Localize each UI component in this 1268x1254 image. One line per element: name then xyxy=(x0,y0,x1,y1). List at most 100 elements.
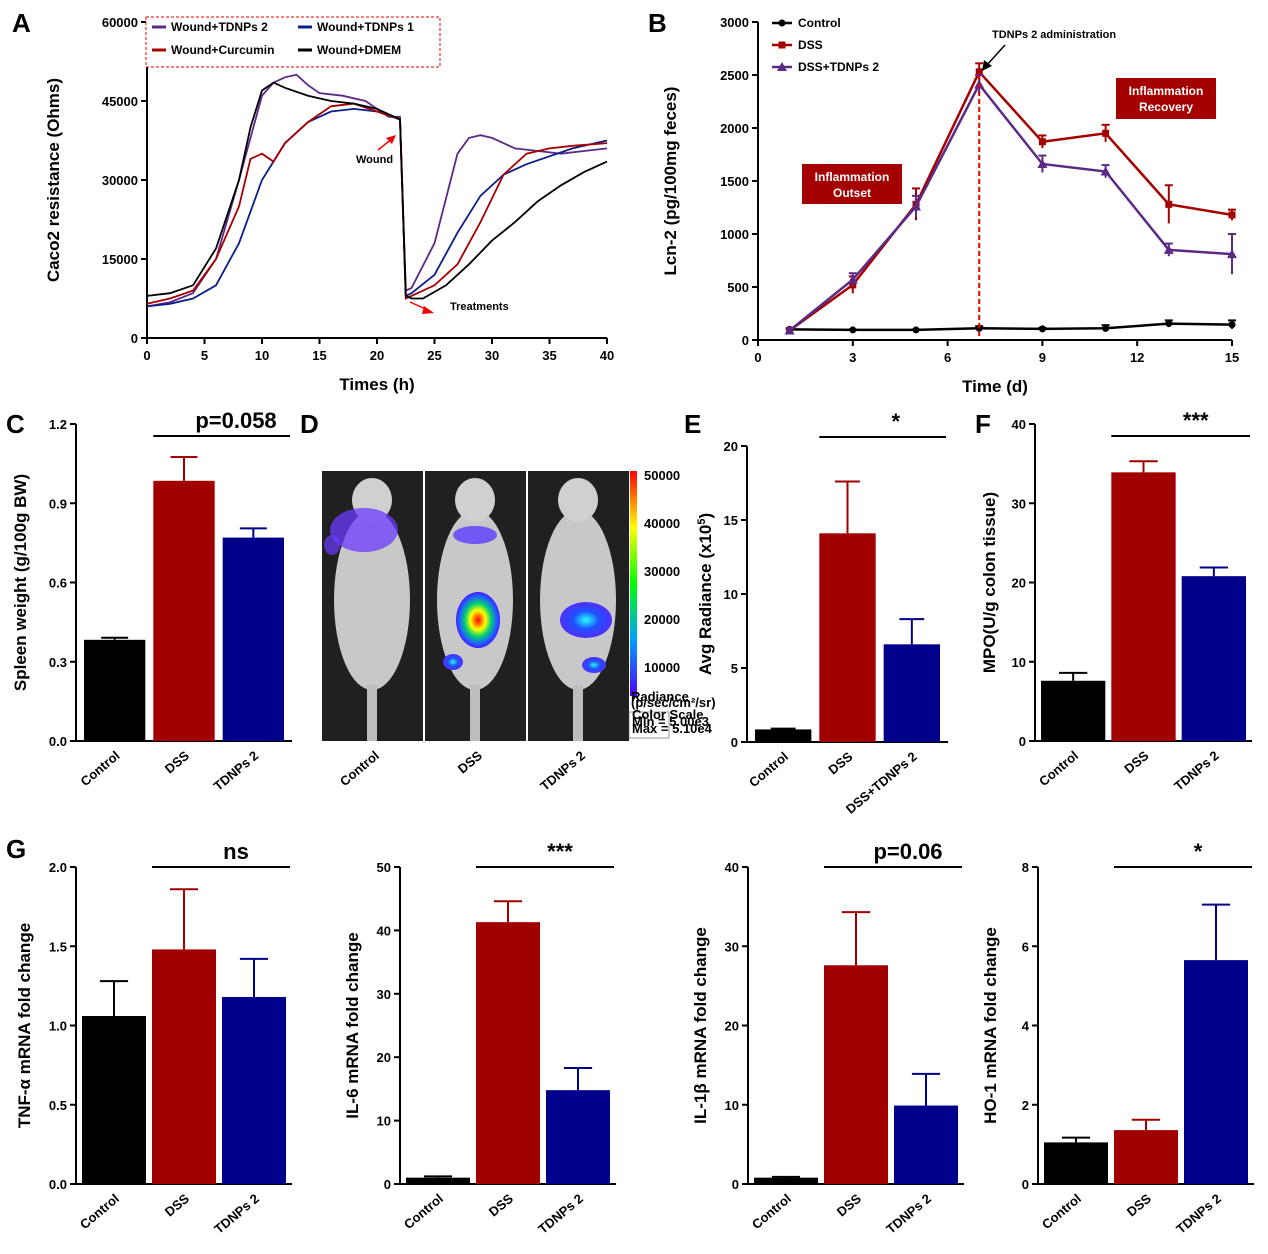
panel-F: 0 10 20 30 40 Control DSS TDNPs 2 *** MPO(U/g col… xyxy=(975,408,1252,794)
y-tick-label: 6 xyxy=(1022,939,1029,954)
colorbar-tick-label: 50000 xyxy=(644,468,680,483)
bar-control xyxy=(754,1177,818,1184)
significance-label: *** xyxy=(1183,408,1209,433)
colorbar-title: Radiance xyxy=(631,689,689,704)
y-tick-label: 50 xyxy=(377,860,391,875)
legend-entry: Wound+Curcumin xyxy=(171,43,274,57)
y-tick-label: 15 xyxy=(724,513,738,528)
panel-G3: 0 10 20 30 40 Control DSS TDNPs 2 p=0.06 IL-1β mR… xyxy=(691,839,964,1237)
category-label: Control xyxy=(749,1191,794,1232)
x-tick-label: 9 xyxy=(1039,350,1046,365)
y-tick-label: 1.5 xyxy=(49,939,67,954)
bar-dss xyxy=(819,533,876,742)
bar-tdnps-2 xyxy=(546,1090,610,1184)
y-axis-title: Lcn-2 (pg/100mg feces) xyxy=(661,87,680,276)
y-tick-label: 15000 xyxy=(102,252,138,267)
significance-label: ns xyxy=(223,839,249,864)
panel-label: B xyxy=(648,8,667,38)
bar-tdnps-2 xyxy=(894,1105,958,1184)
y-tick-label: 0.5 xyxy=(49,1098,67,1113)
y-tick-label: 0.9 xyxy=(49,496,67,511)
y-tick-label: 10 xyxy=(377,1114,391,1129)
image-label: Control xyxy=(337,748,382,789)
legend-entry: DSS+TDNPs 2 xyxy=(798,60,879,74)
color-scale-text: Max = 5.10e4 xyxy=(632,721,713,736)
category-label: DSS xyxy=(162,1191,192,1220)
signal-region xyxy=(330,508,398,552)
y-tick-label: 1.0 xyxy=(49,1019,67,1034)
y-tick-label: 40 xyxy=(725,860,739,875)
y-tick-label: 40 xyxy=(1012,417,1026,432)
color-scale-text: Min = 5.00e3 xyxy=(632,714,709,729)
category-label: Control xyxy=(1039,1191,1084,1232)
x-tick-label: 40 xyxy=(600,348,614,363)
series-line-3 xyxy=(146,81,608,300)
category-label: DSS xyxy=(1121,748,1151,777)
data-point xyxy=(784,325,795,335)
panel-C: 0.0 0.3 0.6 0.9 1.2 Control DSS TDNPs 2 p=0.058 S… xyxy=(6,408,292,794)
y-tick-label: 0 xyxy=(732,1177,739,1192)
annotation-treatments: Treatments xyxy=(450,301,509,313)
category-label: DSS xyxy=(834,1191,864,1220)
bar-dss-tdnps-2 xyxy=(883,644,940,742)
y-axis-title: Spleen weight (g/100g BW) xyxy=(11,474,30,691)
x-tick-label: 3 xyxy=(849,350,856,365)
category-label: DSS xyxy=(1124,1191,1154,1220)
box-text: Inflammation xyxy=(1129,84,1204,98)
y-tick-label: 2500 xyxy=(720,68,749,83)
category-label: TDNPs 2 xyxy=(535,1191,586,1237)
y-tick-label: 0.3 xyxy=(49,655,67,670)
bar-control xyxy=(406,1177,470,1184)
bar-control xyxy=(1041,680,1106,741)
mouse-head xyxy=(558,478,598,522)
y-tick-label: 500 xyxy=(727,280,749,295)
panel-label: E xyxy=(684,409,701,439)
data-point xyxy=(1100,166,1111,176)
category-label: Control xyxy=(746,749,791,790)
y-tick-label: 0.6 xyxy=(49,576,67,591)
mouse-head xyxy=(455,478,495,522)
y-axis-title: HO-1 mRNA fold change xyxy=(981,927,1000,1124)
y-tick-label: 20 xyxy=(1012,576,1026,591)
category-label: TDNPs 2 xyxy=(1173,1191,1224,1237)
series-line-0 xyxy=(789,322,1233,332)
inflammation-outset-box xyxy=(802,164,902,204)
box-text: Outset xyxy=(833,186,871,200)
bar-tdnps-2 xyxy=(1181,576,1246,741)
color-scale-box xyxy=(628,711,670,739)
data-point xyxy=(975,68,983,76)
x-tick-label: 30 xyxy=(485,348,499,363)
data-point xyxy=(975,324,983,332)
y-tick-label: 10 xyxy=(1012,655,1026,670)
legend-entry: Wound+TDNPs 1 xyxy=(317,20,414,34)
significance-label: * xyxy=(891,409,900,434)
y-tick-label: 45000 xyxy=(102,94,138,109)
legend-entry: Wound+DMEM xyxy=(317,43,401,57)
data-point xyxy=(1165,200,1173,208)
category-label: TDNPs 2 xyxy=(883,1191,934,1237)
y-tick-label: 30000 xyxy=(102,173,138,188)
x-tick-label: 20 xyxy=(370,348,384,363)
panel-D: D Control DSS TDNPs 2 50000 40000 30000 20000 10… xyxy=(300,409,716,794)
data-point xyxy=(1165,320,1173,328)
category-label: DSS xyxy=(825,749,855,778)
signal-region xyxy=(453,526,497,544)
data-point xyxy=(1037,159,1048,169)
signal-region xyxy=(443,654,463,670)
series-line-2 xyxy=(788,82,1233,332)
y-tick-label: 0 xyxy=(1019,734,1026,749)
data-point xyxy=(1102,324,1110,332)
panel-label: C xyxy=(6,409,25,439)
category-label: DSS xyxy=(486,1191,516,1220)
bar-dss xyxy=(476,922,540,1184)
series-line-1 xyxy=(146,107,608,308)
panel-A: 0 15000 30000 45000 60000 0 5 10 15 20 25 30 35 40 Tim… xyxy=(12,8,614,394)
y-axis-title: IL-6 mRNA fold change xyxy=(343,932,362,1118)
data-point xyxy=(1038,138,1046,146)
legend-marker xyxy=(778,19,786,27)
legend-marker xyxy=(778,41,786,49)
panel-G4: 0 2 4 6 8 Control DSS TDNPs 2 * HO-1 mRNA fold ch… xyxy=(981,839,1254,1237)
category-label: Control xyxy=(401,1191,446,1232)
category-label: Control xyxy=(77,1191,122,1232)
